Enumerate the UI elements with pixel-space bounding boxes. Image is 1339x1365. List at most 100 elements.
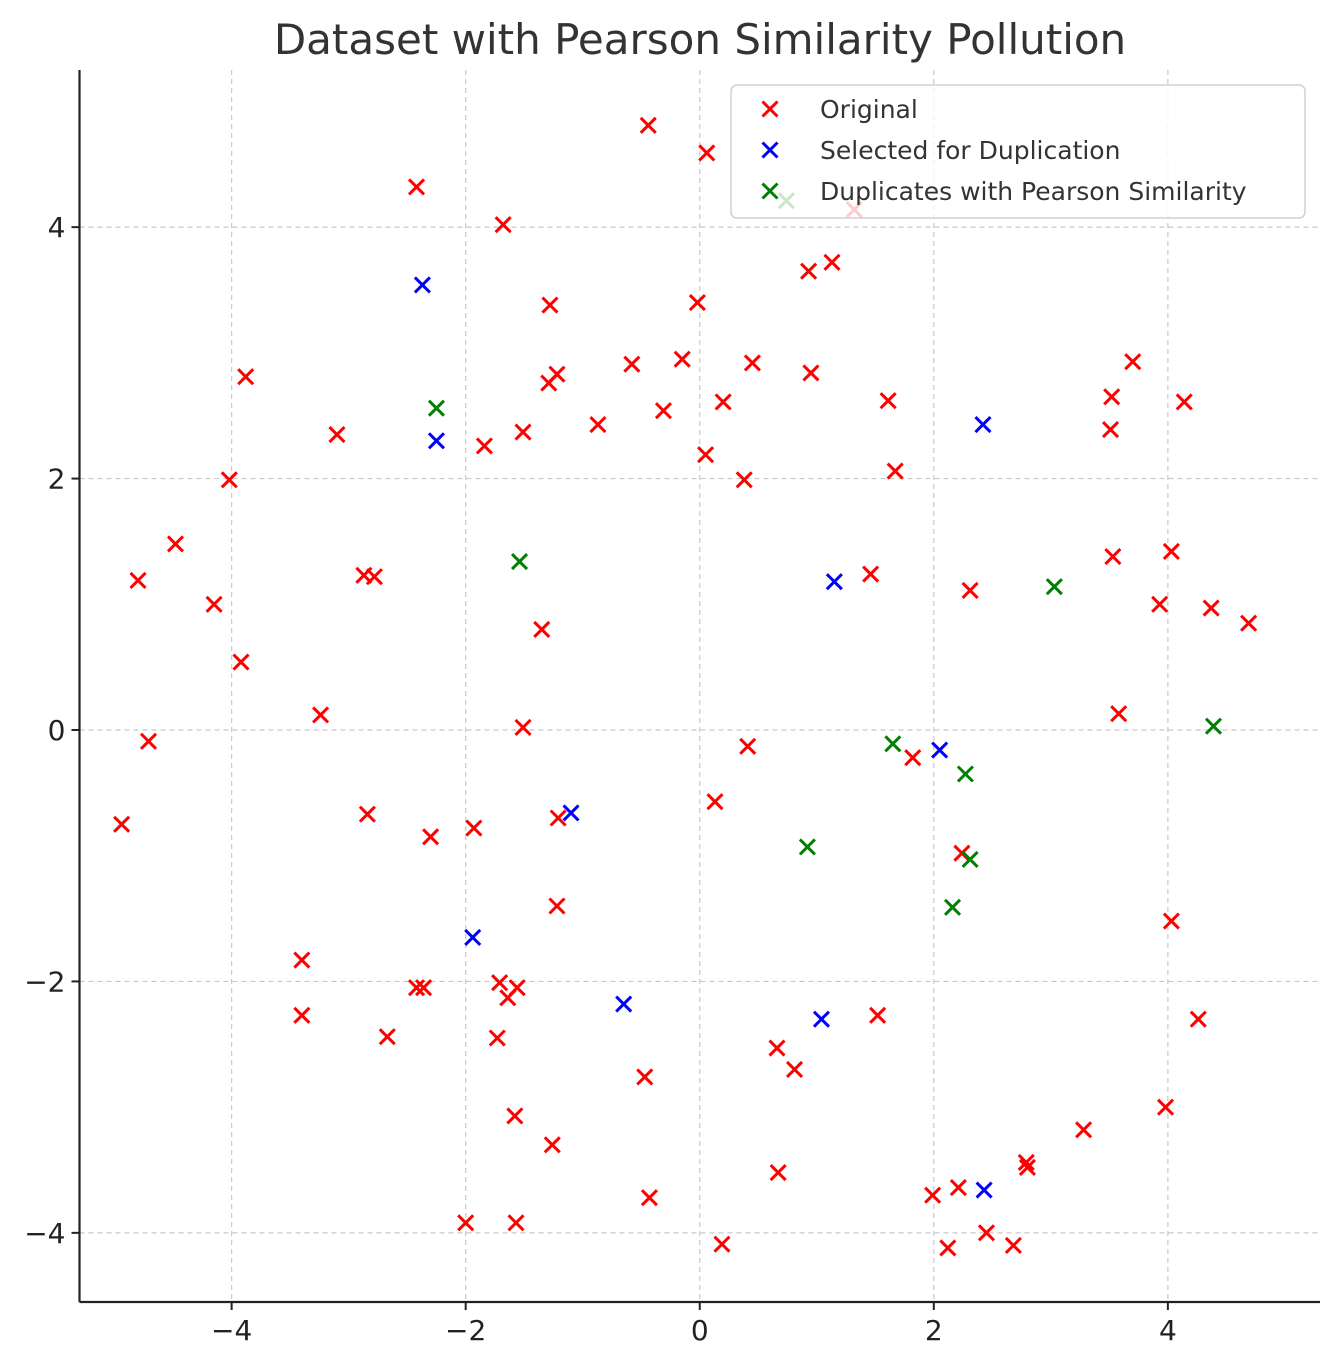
original-point bbox=[166, 535, 185, 553]
original-point bbox=[1162, 542, 1180, 561]
duplicates-with-pearson-similarity-point bbox=[1204, 717, 1223, 735]
legend: Original Selected for Duplication Duplicat… bbox=[730, 84, 1306, 219]
original-point bbox=[823, 253, 841, 271]
tick-labels: −4 −2 0 2 4 −4 −2 0 2 4 bbox=[24, 211, 1177, 1347]
original-point bbox=[1124, 353, 1142, 371]
original-point bbox=[328, 426, 346, 444]
original-point bbox=[862, 565, 880, 583]
selected-for-duplication-point bbox=[413, 276, 431, 294]
grid bbox=[79, 70, 1320, 1302]
x-tick-label: −4 bbox=[211, 1314, 252, 1347]
original-point bbox=[514, 718, 532, 737]
original-point bbox=[739, 737, 757, 755]
original-point bbox=[623, 355, 641, 373]
original-point bbox=[139, 732, 158, 750]
original-point bbox=[1240, 614, 1258, 632]
original-point bbox=[507, 1214, 525, 1232]
original-point bbox=[697, 446, 715, 464]
original-point bbox=[785, 1060, 804, 1078]
original-point bbox=[533, 620, 551, 638]
original-point bbox=[879, 392, 897, 410]
original-point bbox=[465, 819, 483, 837]
y-tick-label: 0 bbox=[48, 714, 66, 747]
duplicates-with-pearson-similarity-point bbox=[427, 399, 445, 417]
original-point bbox=[961, 581, 979, 600]
original-point bbox=[939, 1239, 957, 1257]
original-point bbox=[549, 809, 567, 827]
original-point bbox=[977, 1224, 996, 1242]
original-point bbox=[1151, 595, 1169, 613]
original-point bbox=[1110, 705, 1128, 723]
selected-for-duplication-point bbox=[825, 573, 843, 591]
original-point bbox=[491, 974, 509, 992]
duplicates-with-pearson-similarity-point bbox=[510, 552, 529, 571]
selected-for-duplication-point bbox=[427, 432, 445, 450]
original-point bbox=[1175, 393, 1193, 411]
legend-marker-selected-for-duplication bbox=[761, 141, 779, 159]
original-point bbox=[589, 415, 607, 434]
legend-label: Duplicates with Pearson Similarity bbox=[820, 177, 1247, 206]
original-point bbox=[735, 471, 753, 489]
original-point bbox=[407, 178, 426, 196]
chart-title: Dataset with Pearson Similarity Pollutio… bbox=[274, 15, 1126, 64]
original-point bbox=[506, 1107, 524, 1125]
original-point bbox=[904, 749, 922, 767]
original-point bbox=[1202, 599, 1220, 617]
y-tick-label: −4 bbox=[24, 1217, 65, 1250]
original-point bbox=[698, 144, 716, 162]
legend-label: Original bbox=[820, 95, 918, 124]
original-point bbox=[688, 294, 706, 312]
original-point bbox=[1104, 547, 1122, 566]
original-point bbox=[673, 350, 691, 368]
original-point bbox=[714, 393, 732, 411]
duplicates-with-pearson-similarity-point bbox=[798, 838, 816, 856]
legend-label: Selected for Duplication bbox=[820, 136, 1120, 165]
selected-for-duplication-point bbox=[562, 804, 580, 822]
original-point bbox=[1189, 1010, 1207, 1028]
original-point bbox=[802, 364, 820, 382]
original-point bbox=[488, 1029, 506, 1047]
original-point bbox=[1103, 388, 1121, 406]
original-point bbox=[654, 402, 673, 420]
original-point bbox=[800, 262, 818, 280]
original-point bbox=[543, 1136, 561, 1154]
original-point bbox=[1075, 1121, 1093, 1139]
original-point bbox=[768, 1039, 786, 1057]
original-point bbox=[886, 462, 904, 480]
selected-for-duplication-point bbox=[975, 1181, 993, 1199]
original-point bbox=[514, 423, 532, 441]
legend-marker-original bbox=[761, 100, 779, 118]
original-point bbox=[365, 568, 383, 586]
original-point bbox=[869, 1006, 887, 1024]
original-point bbox=[1162, 912, 1180, 930]
original-point bbox=[232, 653, 250, 671]
x-tick-label: −2 bbox=[445, 1314, 486, 1347]
duplicates-with-pearson-similarity-point bbox=[956, 765, 974, 783]
selected-for-duplication-point bbox=[464, 928, 482, 946]
x-tick-label: 0 bbox=[691, 1314, 709, 1347]
original-point bbox=[113, 815, 131, 833]
original-point bbox=[949, 1179, 967, 1197]
original-point bbox=[220, 471, 238, 489]
duplicates-with-pearson-similarity-point bbox=[1045, 578, 1063, 596]
selected-for-duplication-point bbox=[812, 1010, 831, 1028]
legend-box bbox=[730, 84, 1306, 219]
original-point bbox=[457, 1214, 475, 1232]
original-point bbox=[636, 1068, 654, 1086]
original-point bbox=[415, 979, 433, 997]
x-tick-label: 4 bbox=[1159, 1314, 1177, 1347]
y-tick-label: −2 bbox=[24, 965, 65, 998]
original-point bbox=[129, 571, 147, 589]
original-point bbox=[312, 706, 330, 724]
original-point bbox=[924, 1186, 942, 1204]
duplicates-with-pearson-similarity-point bbox=[961, 850, 979, 869]
original-point bbox=[358, 805, 376, 823]
original-point bbox=[422, 828, 440, 846]
original-point bbox=[540, 374, 558, 392]
original-point bbox=[237, 368, 255, 386]
original-point bbox=[508, 979, 526, 997]
original-point bbox=[205, 595, 223, 613]
original-point bbox=[407, 979, 426, 997]
original-point bbox=[378, 1028, 396, 1046]
